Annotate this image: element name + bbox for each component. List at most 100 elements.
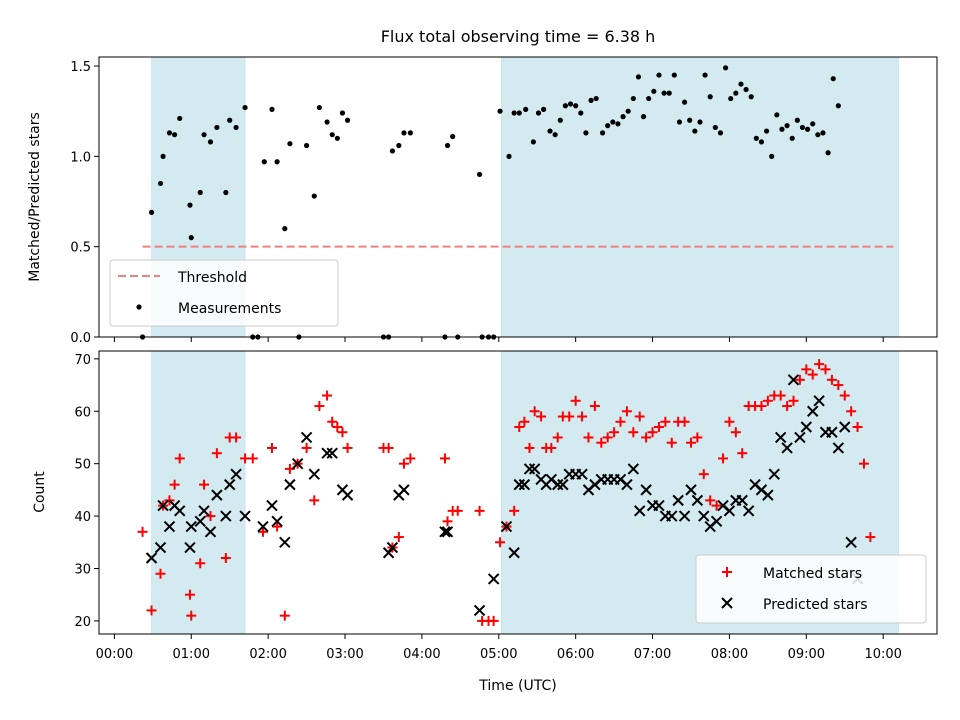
measurement-point (476, 171, 483, 178)
matched-star-point (205, 511, 216, 522)
predicted-star-point (723, 505, 736, 517)
predicted-star-point (321, 447, 333, 459)
matched-star-point (258, 526, 269, 537)
count-y-ticks: 20 30 40 50 60 70 (74, 353, 99, 630)
predicted-star-point (194, 515, 206, 528)
y-tick-label: 0.0 (70, 331, 91, 346)
predicted-star-point (145, 552, 158, 564)
matched-star-point (730, 427, 741, 438)
legend-predicted-swatch (721, 597, 733, 609)
matched-star-point (546, 442, 557, 453)
measurement-point (810, 121, 816, 127)
measurement-point (557, 117, 563, 123)
measurement-point (651, 88, 657, 94)
measurement-points (139, 65, 841, 340)
predicted-star-point (500, 520, 513, 533)
predicted-star-point (653, 499, 665, 512)
measurement-point (615, 121, 621, 127)
measurement-point (712, 124, 718, 131)
ratio-y-ticks: 0.0 0.5 1.0 1.5 (70, 60, 99, 346)
predicted-star-point (266, 499, 278, 512)
measurement-point (552, 132, 558, 138)
measurement-point (497, 108, 503, 114)
predicted-star-point (291, 457, 304, 470)
predicted-star-point (528, 463, 541, 475)
x-tick-label: 06:00 (557, 647, 594, 662)
measurement-point (681, 99, 688, 105)
measurement-point (605, 123, 611, 129)
measurement-point (707, 94, 713, 100)
legend-box (109, 259, 339, 327)
matched-star-point (570, 395, 581, 406)
predicted-star-point (230, 468, 242, 480)
predicted-star-point (845, 536, 857, 548)
measurement-point (697, 119, 703, 125)
x-tick-label: 02:00 (249, 647, 286, 662)
measurement-point (207, 139, 214, 145)
measurement-point (188, 235, 194, 241)
predicted-star-point (513, 478, 525, 491)
matched-star-point (184, 589, 195, 600)
predicted-star-point (742, 505, 755, 517)
measurement-point (763, 128, 770, 134)
y-tick-label: 1.0 (70, 150, 91, 165)
ratio-panel: 0.0 0.5 1.0 1.5 Matched/Predicted stars Thr… (27, 56, 938, 346)
measurement-point (676, 119, 683, 125)
measurement-point (450, 133, 456, 140)
y-tick-label: 20 (74, 615, 91, 630)
y-tick-label: 50 (74, 458, 91, 473)
predicted-star-point (223, 478, 236, 491)
matched-star-point (146, 605, 157, 616)
predicted-star-point (204, 526, 217, 538)
matched-star-point (220, 553, 231, 564)
predicted-star-point (832, 442, 845, 454)
matched-star-point (679, 416, 690, 427)
predicted-star-point (557, 478, 569, 491)
matched-star-point (474, 505, 485, 516)
predicted-star-point (736, 494, 748, 507)
measurement-point (261, 159, 267, 165)
predicted-star-point (220, 510, 232, 522)
x-axis-label: Time (UTC) (478, 678, 556, 694)
measurement-point (656, 72, 662, 78)
x-tick-label: 07:00 (634, 647, 671, 662)
predicted-star-point (621, 478, 633, 491)
matched-star-point (596, 437, 607, 448)
predicted-star-point (839, 421, 851, 433)
predicted-star-point (672, 494, 684, 507)
matched-star-point (509, 505, 520, 516)
predicted-star-point (634, 505, 646, 517)
matched-star-point (536, 411, 547, 422)
measurement-point (578, 110, 584, 116)
matched-star-point (846, 406, 857, 417)
measurement-point (233, 124, 239, 131)
predicted-star-point (518, 478, 531, 491)
matched-star-point (552, 432, 563, 443)
measurement-point (214, 124, 220, 131)
matched-star-point (794, 374, 805, 385)
matched-star-point (529, 406, 540, 417)
measurement-point (687, 117, 693, 123)
measurement-point (702, 72, 708, 78)
measurement-point (344, 117, 351, 123)
measurement-point (835, 103, 841, 109)
predicted-star-point (768, 468, 780, 480)
measurement-point (753, 135, 759, 141)
predicted-star-point (257, 520, 269, 533)
x-tick-label: 01:00 (173, 647, 210, 662)
predicted-star-point (666, 510, 678, 522)
predicted-star-point (279, 536, 291, 548)
measurement-point (692, 128, 698, 134)
matched-star-point (398, 458, 409, 469)
predicted-star-point (552, 478, 564, 491)
predicted-star-point (698, 510, 710, 522)
predicted-star-point (174, 505, 186, 517)
x-tick-label: 03:00 (326, 647, 363, 662)
measurement-point (511, 110, 517, 116)
predicted-star-point (284, 478, 296, 491)
measurement-point (223, 189, 229, 196)
predicted-star-point (198, 505, 210, 517)
matched-star-point (839, 390, 850, 401)
matched-star-point (788, 395, 799, 406)
